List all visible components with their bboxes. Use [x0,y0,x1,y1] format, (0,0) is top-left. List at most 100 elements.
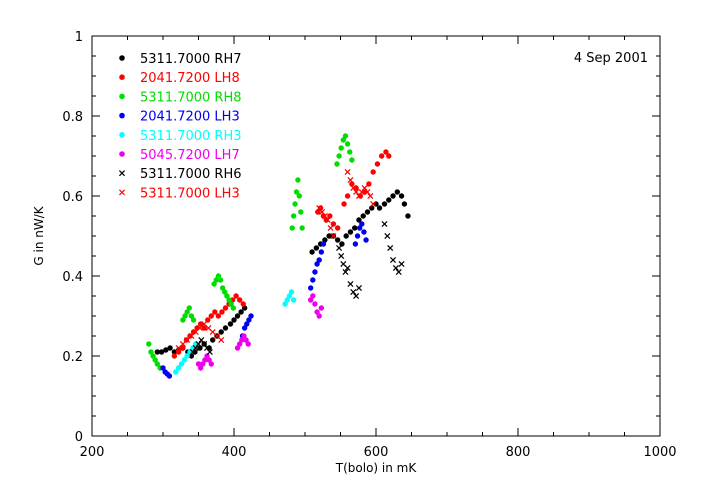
data-point [355,192,362,200]
data-point [321,212,328,220]
data-point [218,336,225,344]
data-point [344,141,351,147]
series-7 [189,220,405,356]
data-point [188,313,195,319]
x-tick-label: 800 [506,445,531,460]
data-point [195,340,202,348]
data-point [334,225,341,231]
data-point [204,353,210,359]
data-point [227,321,234,327]
data-point [206,348,213,356]
data-point [154,361,161,367]
legend-label: 5311.7000 RH6 [140,167,242,182]
data-point [171,349,178,355]
legend-marker [119,151,125,157]
data-point [324,216,331,224]
data-point [353,188,360,196]
data-point [217,277,224,283]
data-point [236,341,243,347]
data-point [241,333,247,339]
data-point [160,365,166,371]
legend-marker [119,74,125,80]
data-point [336,244,343,252]
data-point [236,297,243,303]
data-point [363,237,369,243]
data-point [356,225,363,231]
x-axis-title: T(bolo) in mK [335,461,418,475]
data-point [374,161,381,167]
data-point [342,268,349,276]
data-point [202,357,208,363]
data-point [347,176,354,184]
data-point [327,224,334,232]
data-point [243,337,249,343]
data-points [146,133,411,379]
data-point [148,349,154,355]
legend-entry: 5311.7000 RH7 [119,52,242,67]
data-point [313,245,320,251]
data-point [181,357,187,363]
data-point [343,233,349,239]
data-point [360,213,366,219]
data-point [310,293,316,299]
data-point [178,361,185,367]
data-point [211,281,217,287]
data-point [354,233,361,239]
data-point [342,133,349,139]
legend-marker [119,132,125,138]
data-point [392,264,399,272]
data-point [290,297,297,303]
data-point [208,313,214,319]
data-point [334,237,341,243]
data-point [350,288,357,296]
data-point [231,317,237,323]
data-point [334,161,340,167]
data-point [364,188,371,196]
data-point [187,333,193,339]
data-point [210,337,216,343]
data-point [356,217,362,223]
data-point [201,325,207,331]
y-tick-label: 0.2 [62,350,83,365]
data-point [203,344,211,352]
data-point [180,345,186,351]
y-tick-label: 1 [75,30,83,45]
data-point [215,313,222,319]
data-point [390,193,396,199]
y-tick-label: 0.4 [62,270,83,285]
y-tick-label: 0 [75,430,83,445]
x-tick-label: 200 [80,445,105,460]
data-point [320,213,327,219]
x-tick-label: 400 [222,445,247,460]
data-point [198,336,205,344]
data-point [319,208,326,216]
data-point [246,317,252,323]
data-point [347,280,354,288]
series-8 [175,168,377,352]
data-point [230,305,236,311]
data-point [219,285,226,291]
data-point [320,241,327,247]
data-point [295,177,301,183]
data-point [316,204,323,212]
data-point [192,344,199,352]
data-point [376,205,383,211]
data-point [395,268,402,276]
data-point [381,201,388,207]
data-point [340,137,347,143]
data-point [307,285,314,291]
data-point [224,293,230,299]
data-point [386,153,392,159]
data-point [293,189,300,195]
data-point [353,292,360,300]
data-point [158,349,165,355]
data-point [361,184,368,192]
data-point [189,348,196,356]
data-point [184,309,190,315]
data-point [292,201,298,207]
legend-marker [118,189,126,196]
axis-ticks [91,35,661,437]
x-tick-label: 1000 [643,445,676,460]
data-point [336,153,342,159]
